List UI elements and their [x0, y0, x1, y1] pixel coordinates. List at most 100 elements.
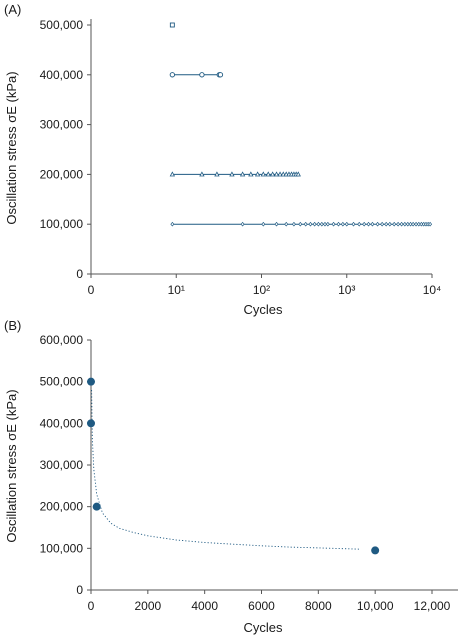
panel-b: (B) 0 2000 4000 6000 8000 10,000 12,000 0 100,0…	[4, 318, 458, 635]
panel-a-data-point	[169, 72, 175, 78]
panel-a-data-point	[336, 221, 341, 227]
panel-a-data-point	[344, 221, 349, 227]
panel-a-data-point	[387, 221, 392, 227]
panel-a-data-point	[325, 221, 330, 227]
panel-a-y-tick-label: 400,000	[40, 68, 84, 82]
panel-a-data-point	[284, 221, 289, 227]
panel-b-x-tick-label: 10,000	[357, 599, 394, 613]
panel-a-label: (A)	[4, 2, 21, 17]
panel-a-data-point	[375, 221, 380, 227]
panel-a-data-point	[260, 171, 266, 177]
panel-b-data-point	[371, 546, 380, 555]
panel-b-x-ticks: 0 2000 4000 6000 8000 10,000 12,000	[88, 590, 451, 613]
panel-b-x-tick-label: 0	[88, 599, 95, 613]
panel-a-data-point	[277, 171, 283, 177]
panel-a-data-point	[331, 221, 336, 227]
panel-a-data-point	[402, 221, 407, 227]
panel-a-data-point	[319, 221, 324, 227]
panel-a-x-tick-label: 10³	[338, 283, 355, 297]
panel-a-data-point	[265, 171, 271, 177]
panel-b-y-tick-label: 500,000	[40, 375, 84, 389]
panel-b-x-tick-label: 2000	[134, 599, 161, 613]
panel-a-data-point	[248, 171, 254, 177]
panel-a-data-point	[295, 171, 301, 177]
panel-a-data-point	[316, 221, 321, 227]
panel-a-series-diamond	[170, 221, 433, 227]
panel-a-data-point	[298, 221, 303, 227]
panel-a-x-tick-label: 0	[88, 283, 95, 297]
panel-a-data-point	[370, 221, 375, 227]
panel-a-x-ticks: 0 10¹ 10² 10³ 10⁴	[88, 274, 442, 297]
panel-b-points	[87, 377, 380, 555]
panel-a-data-point	[254, 171, 261, 177]
panel-a-data-point	[199, 72, 205, 78]
panel-b-data-point	[87, 377, 95, 386]
panel-a-y-tick-label: 100,000	[40, 217, 84, 231]
panel-b-y-ticks: 0 100,000 200,000 300,000 400,000 500,000 600,…	[40, 333, 91, 597]
panel-a-data-point	[240, 221, 245, 227]
panel-a-data-point	[261, 221, 266, 227]
panel-b-y-tick-label: 400,000	[40, 416, 84, 430]
panel-b-y-label: Oscillation stress σE (kPa)	[4, 389, 19, 542]
panel-a-x-tick-label: 10⁴	[423, 283, 442, 297]
panel-b-x-tick-label: 4000	[191, 599, 218, 613]
panel-a-data-point	[408, 221, 413, 227]
panel-a-y-tick-label: 300,000	[40, 118, 84, 132]
panel-a-data-point	[269, 171, 276, 177]
panel-a-series	[169, 22, 433, 227]
panel-a-data-point	[396, 221, 401, 227]
panel-a-series-square	[169, 22, 175, 28]
panel-a-data-point	[239, 171, 246, 177]
panel-a-data-point	[357, 221, 362, 227]
panel-a-series-triangle	[169, 171, 301, 177]
panel-b-x-tick-label: 12,000	[414, 599, 451, 613]
panel-a-data-point	[303, 221, 308, 227]
panel-a-data-point	[384, 221, 389, 227]
panel-a-data-point	[414, 221, 419, 227]
panel-a-x-tick-label: 10²	[253, 283, 270, 297]
panel-a-data-point	[280, 171, 286, 177]
panel-b-data-point	[87, 419, 95, 428]
panel-a-y-tick-label: 0	[76, 267, 83, 281]
panel-a-data-point	[428, 221, 433, 227]
panel-b-y-tick-label: 100,000	[40, 541, 84, 555]
panel-b-y-tick-label: 300,000	[40, 458, 84, 472]
panel-b-label: (B)	[4, 318, 21, 333]
panel-a-data-point	[199, 171, 205, 177]
panel-a-x-tick-label: 10¹	[168, 283, 185, 297]
panel-a-data-point	[322, 221, 327, 227]
panel-a-data-point	[312, 221, 317, 227]
panel-a-data-point	[366, 221, 371, 227]
panel-b-y-tick-label: 200,000	[40, 500, 84, 514]
panel-a-data-point	[416, 221, 421, 227]
panel-a-data-point	[217, 72, 224, 78]
panel-a-data-point	[170, 221, 175, 227]
panel-a-x-label: Cycles	[243, 302, 283, 317]
panel-a-data-point	[214, 171, 220, 177]
panel-b-y-tick-label: 600,000	[40, 333, 84, 347]
panel-b-y-tick-label: 0	[76, 583, 83, 597]
panel-a-data-point	[169, 171, 176, 177]
panel-b-x-tick-label: 8000	[305, 599, 332, 613]
panel-a-data-point	[273, 171, 280, 177]
panel-b-trendline	[91, 389, 362, 550]
panel-a-y-tick-label: 200,000	[40, 167, 84, 181]
panel-a-y-tick-label: 500,000	[40, 18, 84, 32]
panel-a-y-label: Oscillation stress σE (kPa)	[4, 71, 19, 224]
panel-a-data-point	[229, 171, 235, 177]
panel-a-y-ticks: 0 100,000 200,000 300,000 400,000 500,000	[40, 18, 91, 281]
panel-a-data-point	[411, 221, 416, 227]
panel-a-data-point	[392, 221, 397, 227]
panel-b-x-tick-label: 6000	[248, 599, 275, 613]
panel-a-data-point	[351, 221, 356, 227]
panel-a-data-point	[274, 221, 279, 227]
panel-a-data-point	[399, 221, 404, 227]
panel-a-series-circle	[169, 72, 224, 78]
panel-a-data-point	[169, 22, 175, 28]
panel-b-x-label: Cycles	[243, 620, 283, 635]
panel-a-data-point	[340, 221, 345, 227]
panel-a-data-point	[405, 221, 410, 227]
panel-b-data-point	[92, 502, 101, 511]
panel-a-data-point	[291, 221, 296, 227]
panel-a-data-point	[308, 221, 313, 227]
